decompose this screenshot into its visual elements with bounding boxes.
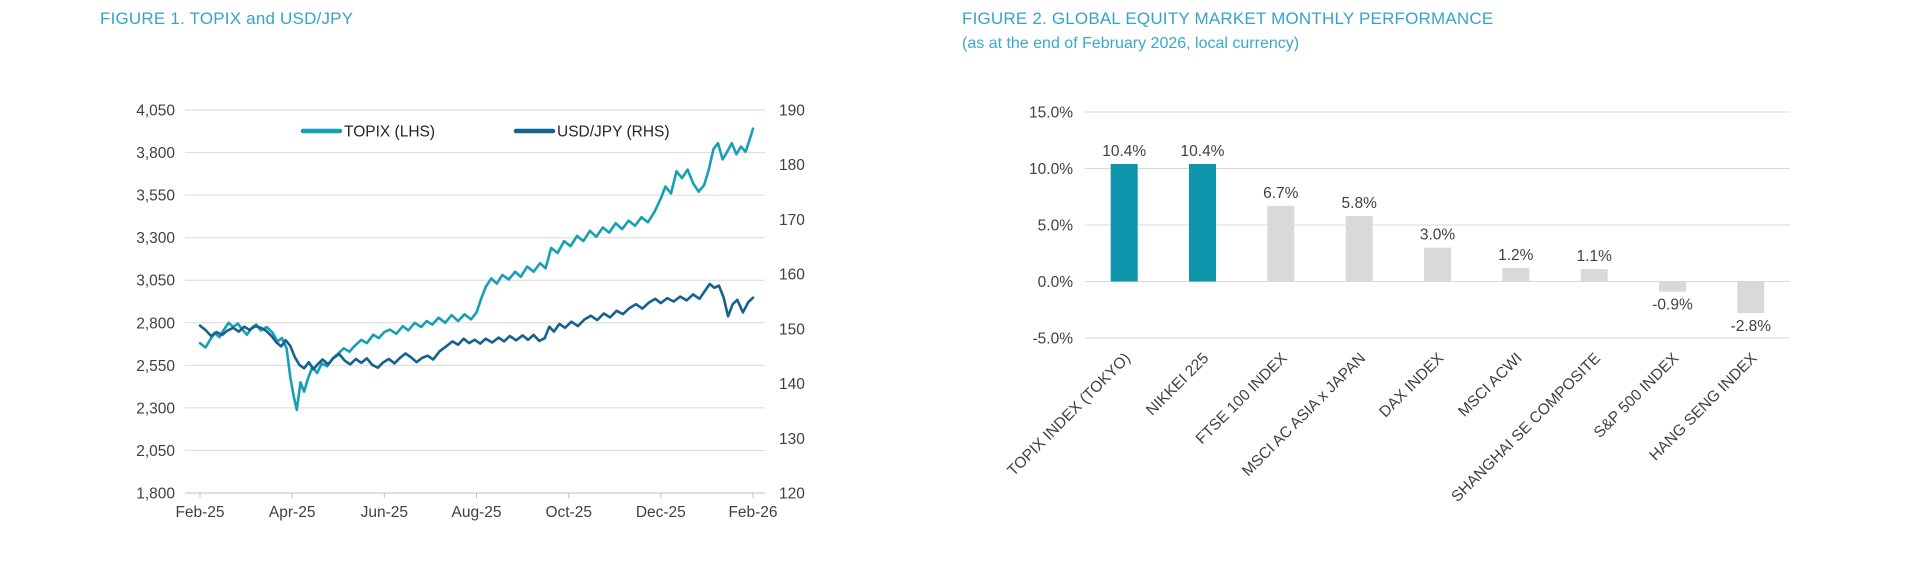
svg-text:DAX INDEX: DAX INDEX: [1376, 349, 1448, 421]
svg-text:3.0%: 3.0%: [1420, 227, 1456, 244]
bar: [1502, 267, 1530, 282]
svg-text:-5.0%: -5.0%: [1033, 331, 1074, 348]
bar-value-labels: 10.4% 10.4% 6.7% 5.8% 3.0% 1.2% 1.1% -0.9% -2.8%: [1102, 143, 1771, 335]
figure1-svg: 4,050 3,800 3,550 3,300 3,050 2,800 2,550 2,300…: [136, 103, 805, 522]
svg-text:-2.8%: -2.8%: [1731, 318, 1772, 335]
svg-text:6.7%: 6.7%: [1263, 185, 1299, 202]
svg-text:10.4%: 10.4%: [1181, 143, 1225, 160]
topix-line: [198, 127, 755, 412]
svg-text:-0.9%: -0.9%: [1652, 297, 1693, 314]
svg-text:3,300: 3,300: [136, 230, 175, 247]
svg-text:150: 150: [779, 321, 805, 338]
svg-text:10.4%: 10.4%: [1102, 143, 1146, 160]
svg-text:MSCI ACWI: MSCI ACWI: [1455, 350, 1525, 420]
svg-text:2,800: 2,800: [136, 315, 175, 332]
usdjpy-line: [198, 282, 755, 371]
legend: TOPIX (LHS) USD/JPY (RHS): [300, 124, 670, 141]
svg-text:USD/JPY (RHS): USD/JPY (RHS): [557, 124, 670, 141]
svg-text:SHANGHAI SE COMPOSITE: SHANGHAI SE COMPOSITE: [1448, 350, 1604, 506]
svg-text:1,800: 1,800: [136, 486, 175, 503]
svg-text:130: 130: [779, 431, 805, 448]
svg-text:TOPIX INDEX (TOKYO): TOPIX INDEX (TOKYO): [1004, 350, 1134, 480]
svg-text:Jun-25: Jun-25: [361, 504, 408, 521]
figure2-chart: 15.0% 10.0% 5.0% 0.0% -5.0% 10.4% 10.4% 6.7% 5.8…: [948, 58, 1793, 540]
bar: [1737, 281, 1765, 314]
figure2-title: FIGURE 2. GLOBAL EQUITY MARKET MONTHLY P…: [962, 9, 1494, 28]
bar: [1659, 281, 1686, 292]
y-axis-labels: 15.0% 10.0% 5.0% 0.0% -5.0%: [1029, 105, 1073, 348]
svg-text:2,050: 2,050: [136, 443, 175, 460]
svg-text:170: 170: [779, 212, 805, 229]
x-axis-labels: Feb-25 Apr-25 Jun-25 Aug-25 Oct-25 Dec-25 Feb-…: [175, 493, 778, 521]
svg-text:5.8%: 5.8%: [1342, 195, 1378, 212]
svg-text:190: 190: [779, 103, 805, 120]
bar: [1110, 164, 1138, 282]
figure2-svg: 15.0% 10.0% 5.0% 0.0% -5.0% 10.4% 10.4% 6.7% 5.8…: [1004, 105, 1790, 506]
svg-text:5.0%: 5.0%: [1038, 218, 1074, 235]
bar: [1267, 205, 1295, 282]
right-axis-labels: 190 180 170 160 150 140 130 120: [779, 103, 805, 503]
svg-text:Feb-26: Feb-26: [728, 504, 777, 521]
svg-text:120: 120: [779, 486, 805, 503]
bar: [1424, 247, 1451, 282]
svg-text:0.0%: 0.0%: [1038, 274, 1074, 291]
svg-text:3,550: 3,550: [136, 188, 175, 205]
gridlines: [185, 109, 765, 494]
svg-text:3,050: 3,050: [136, 273, 175, 290]
svg-text:Aug-25: Aug-25: [452, 504, 502, 521]
svg-text:Dec-25: Dec-25: [636, 504, 686, 521]
left-axis-labels: 4,050 3,800 3,550 3,300 3,050 2,800 2,550 2,300…: [136, 103, 175, 503]
svg-text:2,550: 2,550: [136, 358, 175, 375]
svg-text:TOPIX (LHS): TOPIX (LHS): [344, 124, 435, 141]
bar: [1345, 216, 1373, 282]
svg-text:10.0%: 10.0%: [1029, 161, 1073, 178]
svg-text:Apr-25: Apr-25: [269, 504, 316, 521]
svg-text:Feb-25: Feb-25: [175, 504, 224, 521]
svg-text:2,300: 2,300: [136, 400, 175, 417]
bars: [1110, 164, 1765, 314]
svg-text:4,050: 4,050: [136, 103, 175, 120]
svg-text:15.0%: 15.0%: [1029, 105, 1073, 122]
figure1-chart: 4,050 3,800 3,550 3,300 3,050 2,800 2,550 2,300…: [88, 68, 833, 543]
bar: [1189, 164, 1216, 282]
svg-text:3,800: 3,800: [136, 145, 175, 162]
figure1-title: FIGURE 1. TOPIX and USD/JPY: [100, 9, 354, 28]
svg-text:1.2%: 1.2%: [1498, 247, 1534, 264]
svg-text:180: 180: [779, 157, 805, 174]
figure2-subtitle: (as at the end of February 2026, local c…: [962, 35, 1300, 52]
svg-text:NIKKEI 225: NIKKEI 225: [1143, 350, 1212, 419]
svg-text:Oct-25: Oct-25: [545, 504, 592, 521]
svg-text:140: 140: [779, 376, 805, 393]
svg-text:160: 160: [779, 267, 805, 284]
bar: [1580, 269, 1608, 282]
svg-text:1.1%: 1.1%: [1577, 248, 1613, 265]
svg-text:S&P 500 INDEX: S&P 500 INDEX: [1591, 349, 1683, 441]
